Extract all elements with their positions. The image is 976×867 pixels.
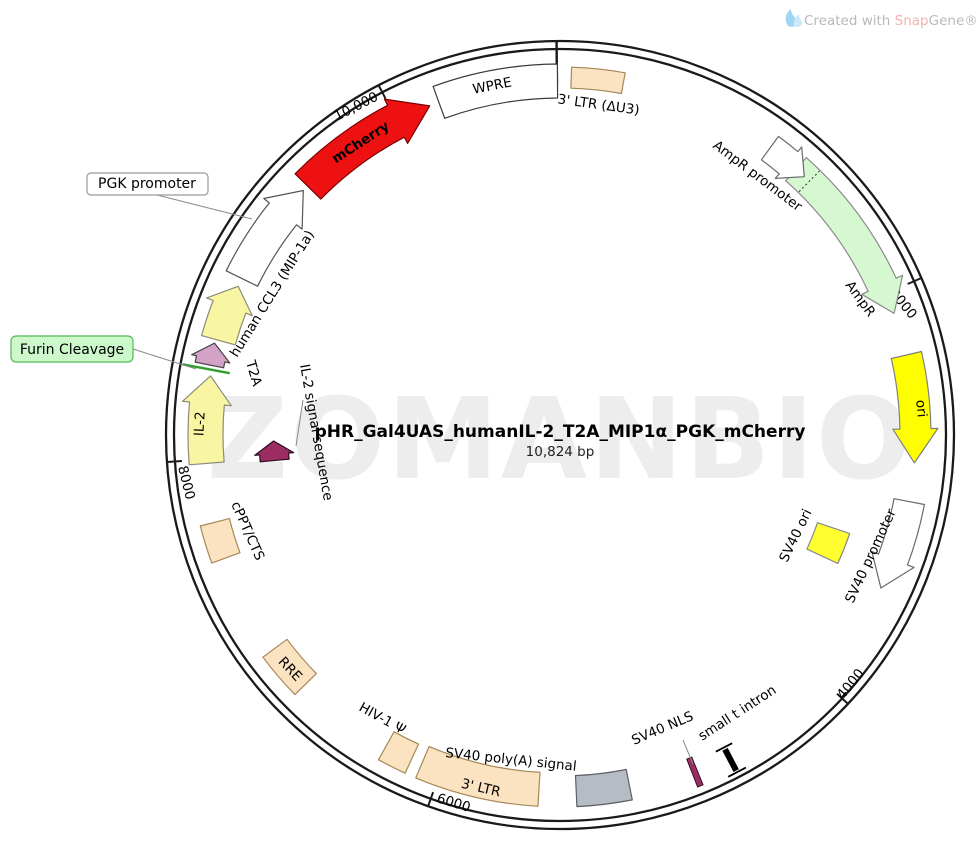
feature-il2-signal[interactable] [254, 440, 295, 463]
feature-wpre[interactable] [432, 63, 559, 119]
feature-label-il2[interactable]: IL-2 [191, 411, 208, 437]
feature-label-wpre[interactable]: WPRE [471, 74, 513, 97]
feature-label-sv40-nls[interactable]: SV40 NLS [629, 708, 696, 748]
plasmid-backbone-inner-circle [172, 47, 948, 823]
tick-8000 [166, 459, 182, 464]
feature-label-ori[interactable]: ori [912, 399, 930, 418]
feature-furin-site-line[interactable] [182, 363, 230, 375]
feature-label-box-furin[interactable] [10, 335, 134, 363]
feature-cppt-cts[interactable] [199, 518, 241, 564]
credit-text: Created with SnapGene® [804, 13, 976, 29]
plasmid-title: pHR_Gal4UAS_humanIL-2_T2A_MIP1α_PGK_mChe… [315, 422, 806, 442]
feature-hiv1-psi[interactable] [377, 731, 420, 774]
feature-ccl3[interactable] [200, 285, 253, 346]
feature-label-small-t-intron[interactable]: small t intron [695, 682, 779, 744]
feature-label-furin[interactable]: Furin Cleavage [20, 342, 124, 358]
tick-4000 [836, 692, 849, 705]
feature-ori[interactable] [890, 350, 939, 464]
feature-sv40-polya[interactable] [574, 768, 633, 808]
feature-ampr-signal-boundary [798, 170, 820, 193]
feature-small-t-intron-bar[interactable] [722, 747, 739, 772]
feature-label-box-pgk[interactable] [86, 172, 209, 196]
feature-ltr3-du3[interactable] [570, 66, 626, 95]
feature-il2[interactable] [181, 375, 232, 466]
feature-ampr[interactable] [785, 157, 904, 314]
credit-brand-snap: Snap [895, 13, 929, 29]
feature-small-t-intron-cap-1 [727, 766, 747, 778]
tick-label-4000: 4000 [834, 666, 868, 703]
leader-pgk [156, 194, 253, 220]
feature-label-ltr3-du3[interactable]: 3' LTR (ΔU3) [557, 91, 641, 118]
leader-il2-signal [295, 399, 304, 447]
feature-label-pgk[interactable]: PGK promoter [98, 176, 196, 192]
feature-sv40-ori[interactable] [806, 522, 851, 564]
feature-sv40-nls[interactable] [686, 756, 704, 788]
feature-shapes [181, 63, 939, 808]
feature-mcherry[interactable] [294, 98, 431, 200]
plasmid-backbone-outer-circle [164, 39, 956, 831]
feature-label-hiv1-psi[interactable]: HIV-1 Ψ [356, 700, 408, 739]
feature-t2a[interactable] [191, 342, 231, 369]
leader-furin [132, 348, 197, 370]
snapgene-logo-icon-accent [793, 14, 803, 27]
feature-rre[interactable] [262, 638, 317, 696]
watermark: ZOMANBIO [207, 375, 914, 505]
snapgene-credit: Created with SnapGene® [785, 9, 976, 29]
leader-sv40-nls [682, 739, 694, 765]
feature-label-t2a[interactable]: T2A [242, 358, 265, 389]
tick-2000 [907, 277, 922, 285]
plasmid-size: 10,824 bp [526, 444, 595, 460]
feature-ampr-promoter[interactable] [760, 135, 805, 179]
leader-lines [132, 194, 694, 765]
credit-brand-gene: Gene® [929, 13, 976, 29]
feature-pgk[interactable] [225, 189, 304, 287]
feature-small-t-intron-cap-0 [715, 742, 733, 753]
credit-prefix: Created with [804, 13, 895, 29]
feature-sv40-promoter[interactable] [871, 498, 925, 589]
feature-ltr3[interactable] [415, 746, 541, 807]
feature-label-sv40-ori[interactable]: SV40 ori [776, 507, 815, 565]
tick-10000 [377, 84, 387, 100]
tick-6000 [427, 791, 435, 807]
